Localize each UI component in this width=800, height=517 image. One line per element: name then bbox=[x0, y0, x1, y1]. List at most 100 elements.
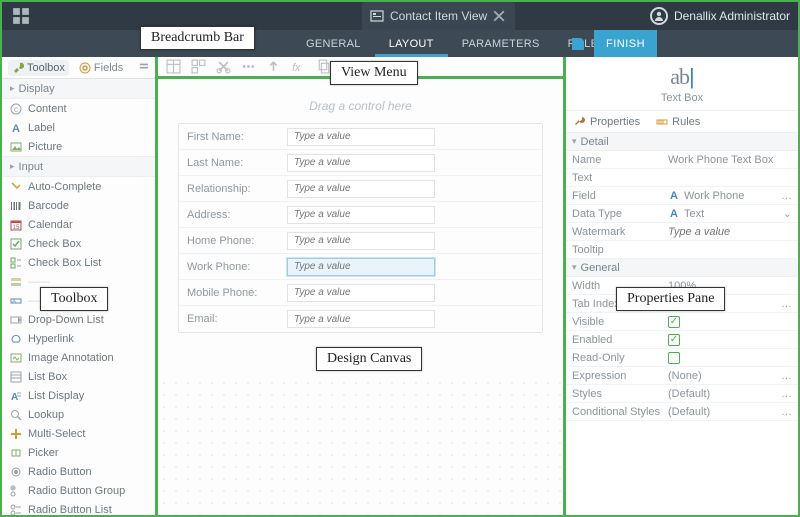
form-row: Last Name: bbox=[179, 150, 542, 176]
toolbox-item[interactable]: Radio Button Group bbox=[2, 481, 155, 500]
app-logo-icon[interactable] bbox=[12, 7, 30, 25]
toolbox-item-icon bbox=[10, 428, 22, 440]
field-input[interactable] bbox=[287, 284, 435, 302]
toolbox-item-icon bbox=[10, 352, 22, 364]
general-section-header[interactable]: ▾General bbox=[566, 259, 798, 277]
field-input[interactable] bbox=[287, 128, 435, 146]
svg-text:A: A bbox=[12, 123, 20, 134]
toolbox-item[interactable]: 15Calendar bbox=[2, 215, 155, 234]
field-input[interactable] bbox=[287, 180, 435, 198]
property-row: Enabled✓ bbox=[566, 331, 798, 349]
toolbox-item[interactable]: ALabel bbox=[2, 118, 155, 137]
property-key: Watermark bbox=[566, 226, 664, 238]
toolbox-item[interactable]: Drop-Down List bbox=[2, 310, 155, 329]
field-input[interactable] bbox=[287, 258, 435, 276]
property-key: Styles bbox=[566, 388, 664, 400]
form-row: Email: bbox=[179, 306, 542, 332]
toolbox-item-icon bbox=[10, 333, 22, 345]
ellipsis-icon[interactable]: … bbox=[781, 388, 792, 400]
fields-tab[interactable]: Fields bbox=[75, 60, 127, 76]
type-glyph-icon: A bbox=[668, 208, 680, 220]
control-type-label: Text Box bbox=[661, 92, 703, 104]
ellipsis-icon[interactable]: … bbox=[781, 406, 792, 418]
toolbox-item-icon bbox=[10, 276, 22, 288]
ellipsis-icon[interactable]: … bbox=[781, 190, 792, 202]
toolbox-item[interactable]: Check Box bbox=[2, 234, 155, 253]
toolbox-item[interactable]: AList Display bbox=[2, 386, 155, 405]
svg-text:c: c bbox=[14, 105, 18, 114]
picture-icon bbox=[10, 141, 22, 153]
toolbox-item[interactable]: Barcode bbox=[2, 196, 155, 215]
label-icon: A bbox=[10, 122, 22, 134]
toolbox-item[interactable]: Radio Button List bbox=[2, 500, 155, 515]
svg-text:fx: fx bbox=[292, 62, 301, 74]
arrow-up-icon[interactable] bbox=[266, 59, 281, 74]
property-value: Work Phone Text Box bbox=[668, 154, 773, 166]
field-label: Email: bbox=[187, 313, 287, 325]
toolbox-item[interactable]: Picture bbox=[2, 137, 155, 156]
toolbox-item[interactable]: Auto-Complete bbox=[2, 177, 155, 196]
chevron-down-icon[interactable]: ⌄ bbox=[783, 207, 792, 220]
toolbox-item[interactable]: cContent bbox=[2, 99, 155, 118]
cut-icon[interactable] bbox=[216, 59, 231, 74]
fx-icon[interactable]: fx bbox=[291, 59, 306, 74]
save-icon[interactable] bbox=[566, 30, 590, 57]
field-label: Mobile Phone: bbox=[187, 287, 287, 299]
callout-viewmenu: View Menu bbox=[330, 61, 418, 85]
toolbox-tab[interactable]: Toolbox bbox=[8, 60, 69, 76]
detail-section-header[interactable]: ▾Detail bbox=[566, 133, 798, 151]
panel-options-icon[interactable] bbox=[139, 62, 149, 74]
insert-table-icon[interactable] bbox=[166, 59, 181, 74]
finish-button[interactable]: FINISH bbox=[594, 30, 657, 57]
toolbox-item[interactable]: Multi-Select bbox=[2, 424, 155, 443]
field-label: Work Phone: bbox=[187, 261, 287, 273]
form-row: Relationship: bbox=[179, 176, 542, 202]
toolbox-item[interactable]: List Box bbox=[2, 367, 155, 386]
user-menu[interactable]: Denallix Administrator bbox=[650, 7, 790, 25]
property-row: Read-Only bbox=[566, 349, 798, 367]
ellipsis-icon[interactable]: … bbox=[781, 298, 792, 310]
rules-tab[interactable]: Rules bbox=[648, 111, 708, 132]
ellipsis-icon[interactable]: … bbox=[781, 370, 792, 382]
layout-grid-icon[interactable] bbox=[191, 59, 206, 74]
checkbox-icon[interactable]: ✓ bbox=[668, 334, 680, 346]
svg-text:15: 15 bbox=[13, 225, 20, 231]
toolbox-item[interactable]: Lookup bbox=[2, 405, 155, 424]
field-label: Address: bbox=[187, 209, 287, 221]
toolbox-item[interactable]: Check Box List bbox=[2, 253, 155, 272]
tab-layout[interactable]: LAYOUT bbox=[375, 30, 448, 57]
field-input[interactable] bbox=[287, 232, 435, 250]
property-row: Text bbox=[566, 169, 798, 187]
field-input[interactable] bbox=[287, 206, 435, 224]
document-tab[interactable]: Contact Item View bbox=[362, 2, 515, 30]
fields-icon bbox=[79, 62, 91, 74]
property-value-input[interactable] bbox=[668, 226, 798, 238]
section-input-header[interactable]: ▸Input bbox=[2, 157, 155, 177]
checkbox-icon[interactable]: ✓ bbox=[668, 316, 680, 328]
tab-general[interactable]: GENERAL bbox=[292, 30, 375, 57]
field-input[interactable] bbox=[287, 310, 435, 328]
design-canvas-pane: fx Drag a control here First Name:Last N… bbox=[158, 57, 566, 515]
toolbox-item[interactable]: Picker bbox=[2, 443, 155, 462]
tab-parameters[interactable]: PARAMETERS bbox=[448, 30, 554, 57]
property-row: FieldAWork Phone… bbox=[566, 187, 798, 205]
form-table: First Name: Last Name:Relationship: Addres… bbox=[178, 123, 543, 333]
property-key: Name bbox=[566, 154, 664, 166]
copy-icon[interactable] bbox=[316, 59, 331, 74]
toolbox-item[interactable]: Radio Button bbox=[2, 462, 155, 481]
more-icon[interactable] bbox=[241, 59, 256, 74]
form-row: Work Phone: bbox=[179, 254, 542, 280]
properties-tab[interactable]: Properties bbox=[566, 111, 648, 132]
property-key: Text bbox=[566, 172, 664, 184]
toolbox-item-icon bbox=[10, 504, 22, 516]
document-tab-title: Contact Item View bbox=[390, 9, 487, 23]
toolbox-item[interactable]: Image Annotation bbox=[2, 348, 155, 367]
close-tab-icon[interactable] bbox=[493, 10, 505, 22]
toolbox-item[interactable]: Hyperlink bbox=[2, 329, 155, 348]
section-display-header[interactable]: ▸Display bbox=[2, 79, 155, 99]
field-input[interactable] bbox=[287, 154, 435, 172]
toolbox-item-icon bbox=[10, 447, 22, 459]
wrench-icon bbox=[574, 116, 586, 128]
checkbox-icon[interactable] bbox=[668, 352, 680, 364]
field-label: First Name: bbox=[187, 131, 287, 143]
